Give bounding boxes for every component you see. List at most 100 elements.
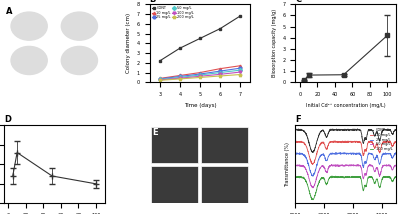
50 mg/L: [293, 163, 298, 166]
CONT: [178, 47, 182, 49]
CONT: [380, 130, 385, 132]
Text: E: E: [152, 128, 157, 137]
25 mg/L: [370, 152, 374, 155]
10 mg/L: [157, 77, 162, 80]
CONT: [238, 15, 243, 17]
50 mg/L: [380, 165, 385, 168]
50 mg/L: [394, 164, 398, 166]
Line: 50 mg/L: 50 mg/L: [296, 164, 396, 188]
CONT: [218, 27, 222, 30]
X-axis label: Time (days): Time (days): [184, 103, 216, 108]
Line: 100 mg/L: 100 mg/L: [158, 71, 242, 81]
100 mg/L: [157, 79, 162, 81]
50 mg/L: [198, 74, 202, 76]
Line: 100 mg/L: 100 mg/L: [296, 176, 396, 200]
CONT: [299, 129, 304, 131]
10 mg/L: [380, 142, 384, 145]
CONT: [157, 59, 162, 62]
Y-axis label: Transmittance (%): Transmittance (%): [285, 142, 290, 187]
25 mg/L: [334, 151, 338, 154]
Bar: [151, 127, 198, 163]
10 mg/L: [394, 141, 398, 143]
50 mg/L: [357, 164, 362, 167]
25 mg/L: [293, 152, 298, 155]
10 mg/L: [352, 141, 356, 143]
Line: 10 mg/L: 10 mg/L: [296, 141, 396, 164]
25 mg/L: [310, 175, 315, 177]
Line: 10 mg/L: 10 mg/L: [158, 64, 242, 80]
10 mg/L: [238, 64, 243, 67]
10 mg/L: [385, 139, 390, 142]
50 mg/L: [367, 163, 372, 166]
50 mg/L: [238, 69, 243, 71]
100 mg/L: [218, 73, 222, 76]
100 mg/L: [394, 175, 398, 178]
100 mg/L: [330, 175, 335, 177]
25 mg/L: [352, 153, 356, 155]
25 mg/L: [394, 153, 398, 155]
100 mg/L: [238, 71, 243, 73]
200 mg/L: [218, 75, 222, 77]
100 mg/L: [357, 175, 362, 178]
Text: F: F: [296, 116, 301, 125]
CONT: [354, 128, 359, 131]
100 mg/L: [380, 178, 385, 181]
Line: 25 mg/L: 25 mg/L: [296, 152, 396, 176]
100 mg/L: [354, 176, 359, 179]
10 mg/L: [178, 74, 182, 77]
10 mg/L: [198, 71, 202, 74]
50 mg/L: [299, 165, 304, 167]
10 mg/L: [218, 67, 222, 70]
25 mg/L: [354, 152, 359, 155]
25 mg/L: [218, 70, 222, 72]
200 mg/L: [157, 79, 162, 82]
200 mg/L: [198, 76, 202, 79]
Line: CONT: CONT: [296, 129, 396, 152]
50 mg/L: [157, 78, 162, 81]
Text: A: A: [6, 7, 12, 16]
200 mg/L: [238, 73, 243, 76]
Line: 50 mg/L: 50 mg/L: [158, 69, 242, 81]
Bar: [151, 166, 198, 202]
50 mg/L: [354, 164, 359, 166]
CONT: [355, 128, 360, 130]
50 mg/L: [310, 187, 315, 189]
100 mg/L: [370, 176, 374, 179]
10 mg/L: [293, 140, 298, 143]
Y-axis label: Colony diameter (cm): Colony diameter (cm): [126, 13, 131, 73]
25 mg/L: [299, 153, 304, 155]
Circle shape: [61, 46, 98, 74]
10 mg/L: [310, 163, 315, 166]
CONT: [198, 37, 202, 40]
CONT: [311, 151, 316, 154]
100 mg/L: [299, 176, 304, 178]
10 mg/L: [354, 140, 359, 143]
Text: C: C: [296, 0, 302, 3]
Line: 200 mg/L: 200 mg/L: [158, 73, 242, 82]
Line: 25 mg/L: 25 mg/L: [158, 67, 242, 80]
25 mg/L: [198, 73, 202, 75]
100 mg/L: [178, 77, 182, 80]
Circle shape: [11, 12, 47, 40]
100 mg/L: [198, 75, 202, 77]
Text: D: D: [4, 116, 11, 125]
10 mg/L: [357, 140, 362, 143]
Circle shape: [11, 46, 47, 74]
10 mg/L: [370, 141, 374, 143]
CONT: [293, 128, 298, 130]
CONT: [357, 128, 362, 131]
Line: CONT: CONT: [158, 15, 242, 62]
25 mg/L: [157, 78, 162, 80]
CONT: [352, 128, 356, 130]
Bar: [201, 127, 248, 163]
Legend: CONT, 10 mg/L, 25 mg/L, 50 mg/L, 100 mg/L, 200 mg/L: CONT, 10 mg/L, 25 mg/L, 50 mg/L, 100 mg/…: [152, 6, 194, 20]
Bar: [201, 166, 248, 202]
100 mg/L: [293, 176, 298, 178]
50 mg/L: [370, 164, 374, 167]
Circle shape: [61, 12, 98, 40]
CONT: [394, 129, 398, 131]
Y-axis label: Biosorption capacity (mg/g): Biosorption capacity (mg/g): [272, 9, 277, 77]
25 mg/L: [357, 153, 362, 155]
Text: B: B: [150, 0, 156, 3]
25 mg/L: [380, 154, 385, 156]
